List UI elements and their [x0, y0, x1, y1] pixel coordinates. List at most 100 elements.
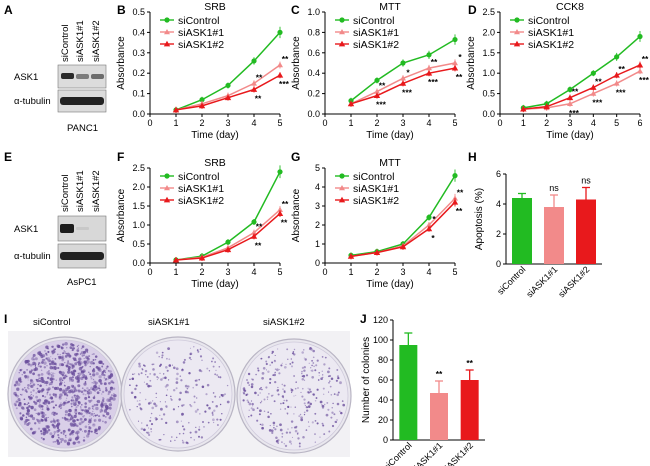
data-point-triangle: [172, 256, 180, 263]
colony-dot: [65, 399, 67, 401]
colony-dot: [25, 375, 30, 379]
colony-dot: [200, 436, 204, 439]
legend-label: siASK1#2: [353, 39, 399, 51]
data-point-triangle: [426, 65, 432, 71]
data-point-triangle: [172, 106, 180, 113]
colony-dot: [261, 372, 265, 375]
colony-dot: [58, 384, 61, 387]
colony-dot: [328, 374, 332, 378]
colony-dot: [177, 406, 180, 408]
colony-dot: [212, 418, 215, 422]
colony-dot: [48, 359, 52, 363]
legend-label: siASK1#2: [178, 39, 224, 51]
colony-dot: [300, 416, 303, 420]
colony-dot: [55, 364, 57, 366]
bar: [544, 207, 564, 264]
colony-dot: [86, 351, 89, 353]
colony-dot: [53, 418, 55, 420]
panel-letter-a: A: [4, 3, 13, 17]
colony-dot: [96, 400, 98, 403]
colony-dot: [98, 387, 101, 390]
colony-dot: [71, 364, 75, 368]
colony-dot: [48, 372, 51, 376]
colony-dot: [190, 405, 193, 408]
colony-dot: [91, 405, 94, 408]
blot-lane-label: siASK1#1: [75, 20, 86, 62]
y-axis-label: Absorbance: [116, 36, 127, 90]
colony-dot: [163, 373, 165, 375]
colony-dot: [268, 355, 270, 358]
colony-dot: [36, 380, 38, 382]
colony-dot: [26, 386, 29, 389]
colony-dot: [183, 358, 186, 361]
colony-dot: [150, 417, 152, 419]
colony-dot: [214, 373, 217, 376]
colony-dot: [41, 414, 45, 419]
colony-dot: [208, 370, 211, 372]
colony-dot: [140, 427, 144, 431]
data-point-triangle: [520, 105, 527, 112]
colony-dot: [17, 404, 20, 407]
data-point-triangle: [399, 80, 407, 86]
colony-dot: [70, 424, 73, 427]
colony-dot: [71, 343, 75, 347]
colony-dot: [59, 382, 62, 386]
colony-dot: [53, 430, 57, 434]
data-point-triangle: [373, 92, 381, 99]
colony-dot: [280, 364, 283, 367]
colony-dot: [56, 426, 60, 430]
significance-marker: ns: [581, 176, 591, 186]
colony-dot: [87, 430, 91, 434]
colony-dot: [301, 351, 304, 354]
colony-dot: [58, 379, 62, 382]
colony-dot: [265, 369, 267, 371]
colony-dot: [27, 387, 30, 390]
colony-dot: [31, 393, 33, 395]
colony-dot: [151, 406, 155, 410]
colony-dot: [88, 355, 91, 358]
colony-dot: [273, 373, 276, 377]
colony-dot: [260, 386, 262, 389]
colony-dot: [276, 348, 279, 350]
colony-dot: [193, 346, 195, 348]
colony-dot: [103, 374, 106, 377]
colony-dot: [261, 423, 264, 426]
colony-dot: [33, 362, 37, 365]
data-point-triangle: [276, 210, 284, 216]
colony-dot: [339, 410, 341, 413]
colony-dot: [60, 402, 62, 404]
colony-dot: [105, 387, 108, 390]
colony-dot: [149, 385, 152, 388]
colony-dot: [70, 378, 74, 382]
colony-dot: [189, 352, 193, 356]
colony-dot: [59, 377, 63, 381]
data-point-triangle: [339, 185, 345, 191]
colony-dot: [92, 387, 95, 391]
colony-dot: [25, 418, 29, 422]
data-point-circle: [374, 77, 380, 83]
bar: [460, 380, 479, 440]
x-tick-label: 5: [452, 267, 457, 277]
colony-dot: [287, 358, 289, 360]
colony-dot: [312, 362, 315, 364]
colony-dot: [293, 375, 295, 377]
colony-dot: [194, 430, 198, 434]
colony-dot: [48, 397, 50, 399]
colony-dot: [175, 377, 179, 381]
y-tick-label: 2.5: [482, 7, 495, 17]
colony-dot: [274, 354, 276, 357]
colony-dot: [67, 402, 69, 404]
data-point-triangle: [566, 94, 574, 101]
colony-dot: [196, 397, 198, 399]
colony-dot: [107, 406, 110, 409]
colony-dot: [314, 412, 317, 415]
colony-dot: [26, 422, 30, 427]
colony-dot: [279, 423, 282, 427]
colony-dot: [108, 381, 111, 385]
colony-dot: [94, 404, 96, 406]
colony-dot: [262, 366, 266, 370]
colony-dot: [214, 361, 216, 363]
colony-dot: [107, 407, 109, 409]
colony-dot: [283, 389, 286, 393]
